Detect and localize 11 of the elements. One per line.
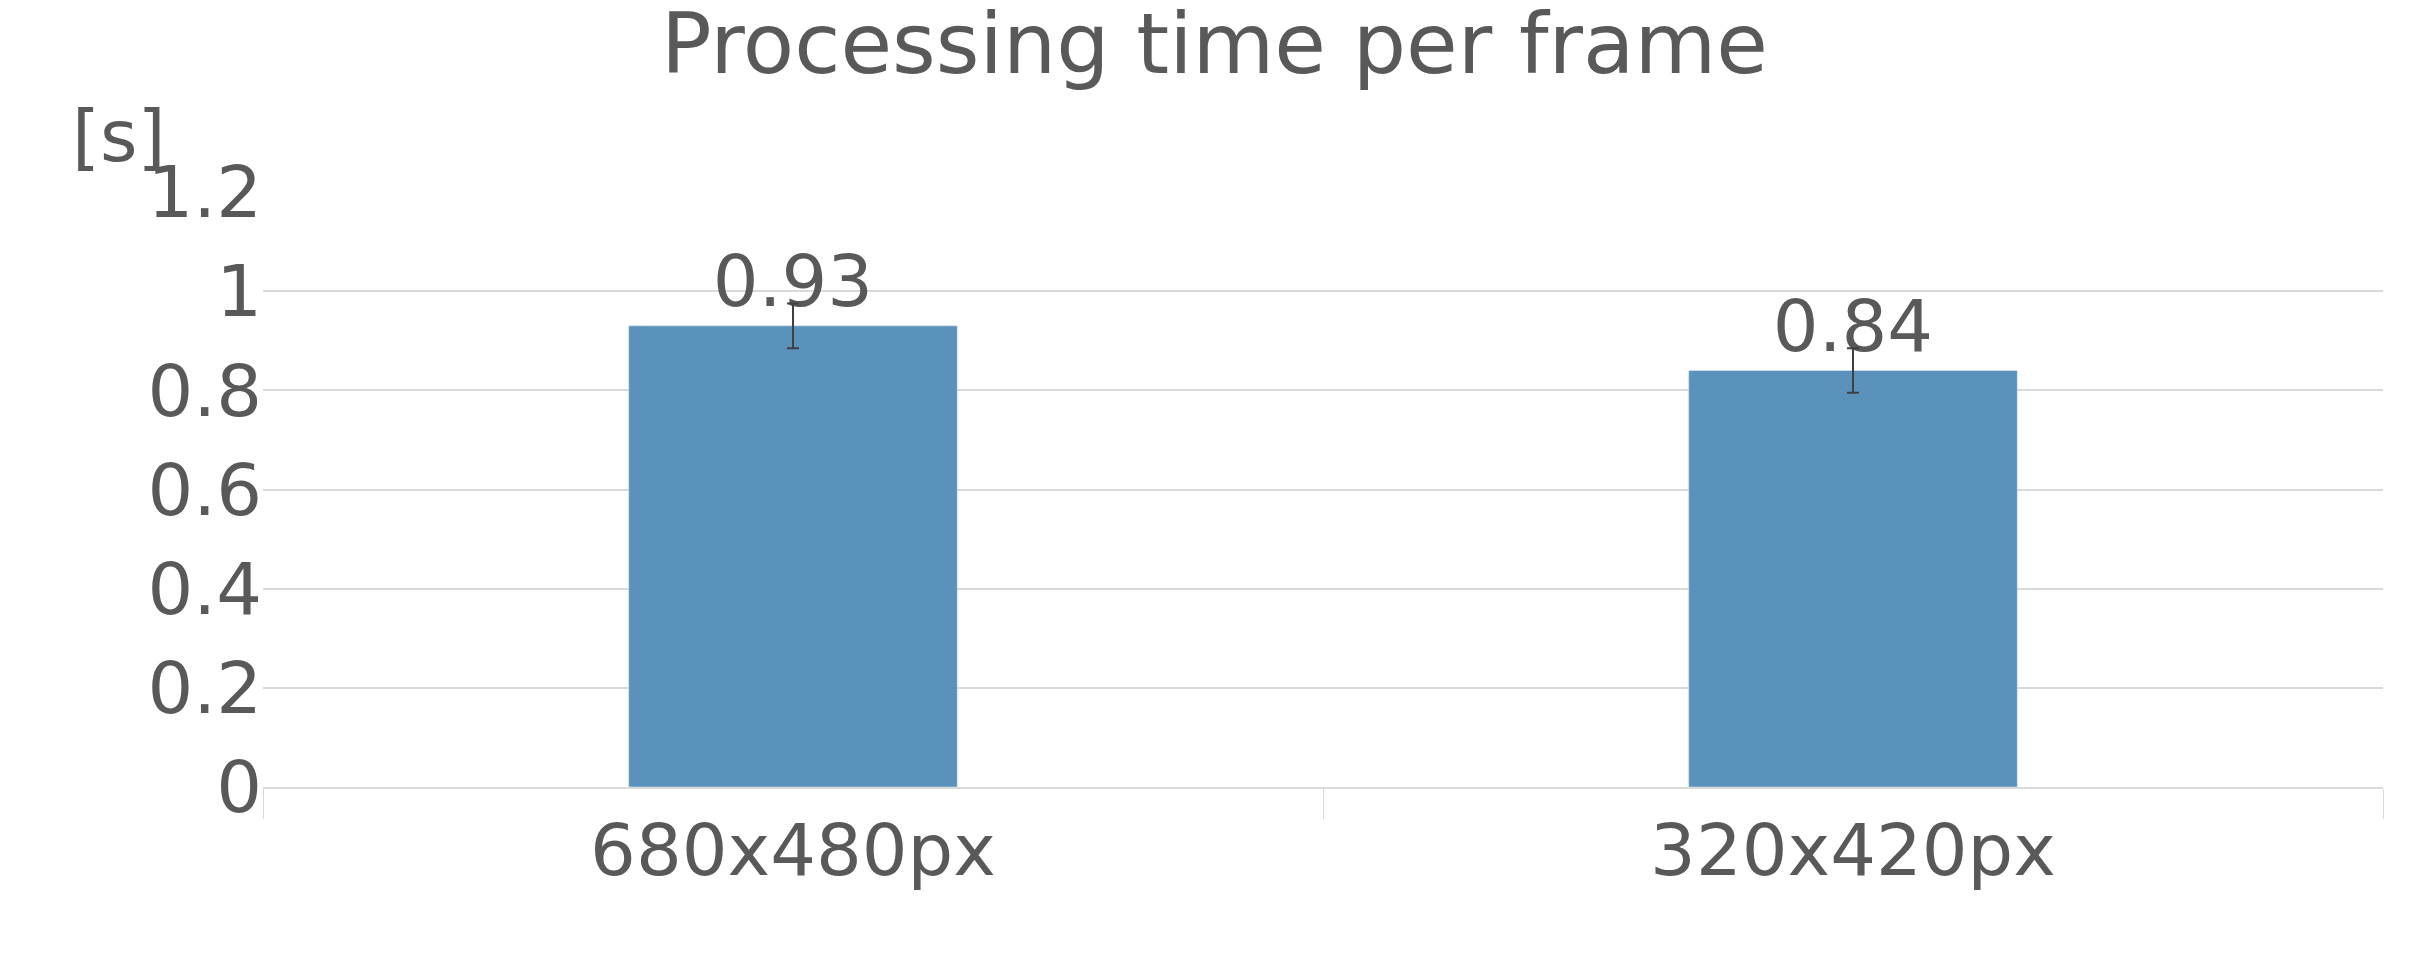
- y-tick-label: 0.4: [147, 546, 262, 631]
- y-tick-label: 0.6: [147, 447, 262, 532]
- chart-title: Processing time per frame: [660, 0, 1769, 94]
- x-tick-label: 680x480px: [590, 808, 996, 893]
- data-label: 0.84: [1772, 283, 1934, 368]
- data-label: 0.93: [712, 238, 874, 323]
- y-tick-label: 0.2: [147, 646, 262, 731]
- y-tick-label: 1: [216, 249, 262, 334]
- y-tick-label: 0: [216, 745, 262, 830]
- y-tick-label: 0.8: [147, 348, 262, 433]
- x-tick-label: 320x420px: [1650, 808, 2056, 893]
